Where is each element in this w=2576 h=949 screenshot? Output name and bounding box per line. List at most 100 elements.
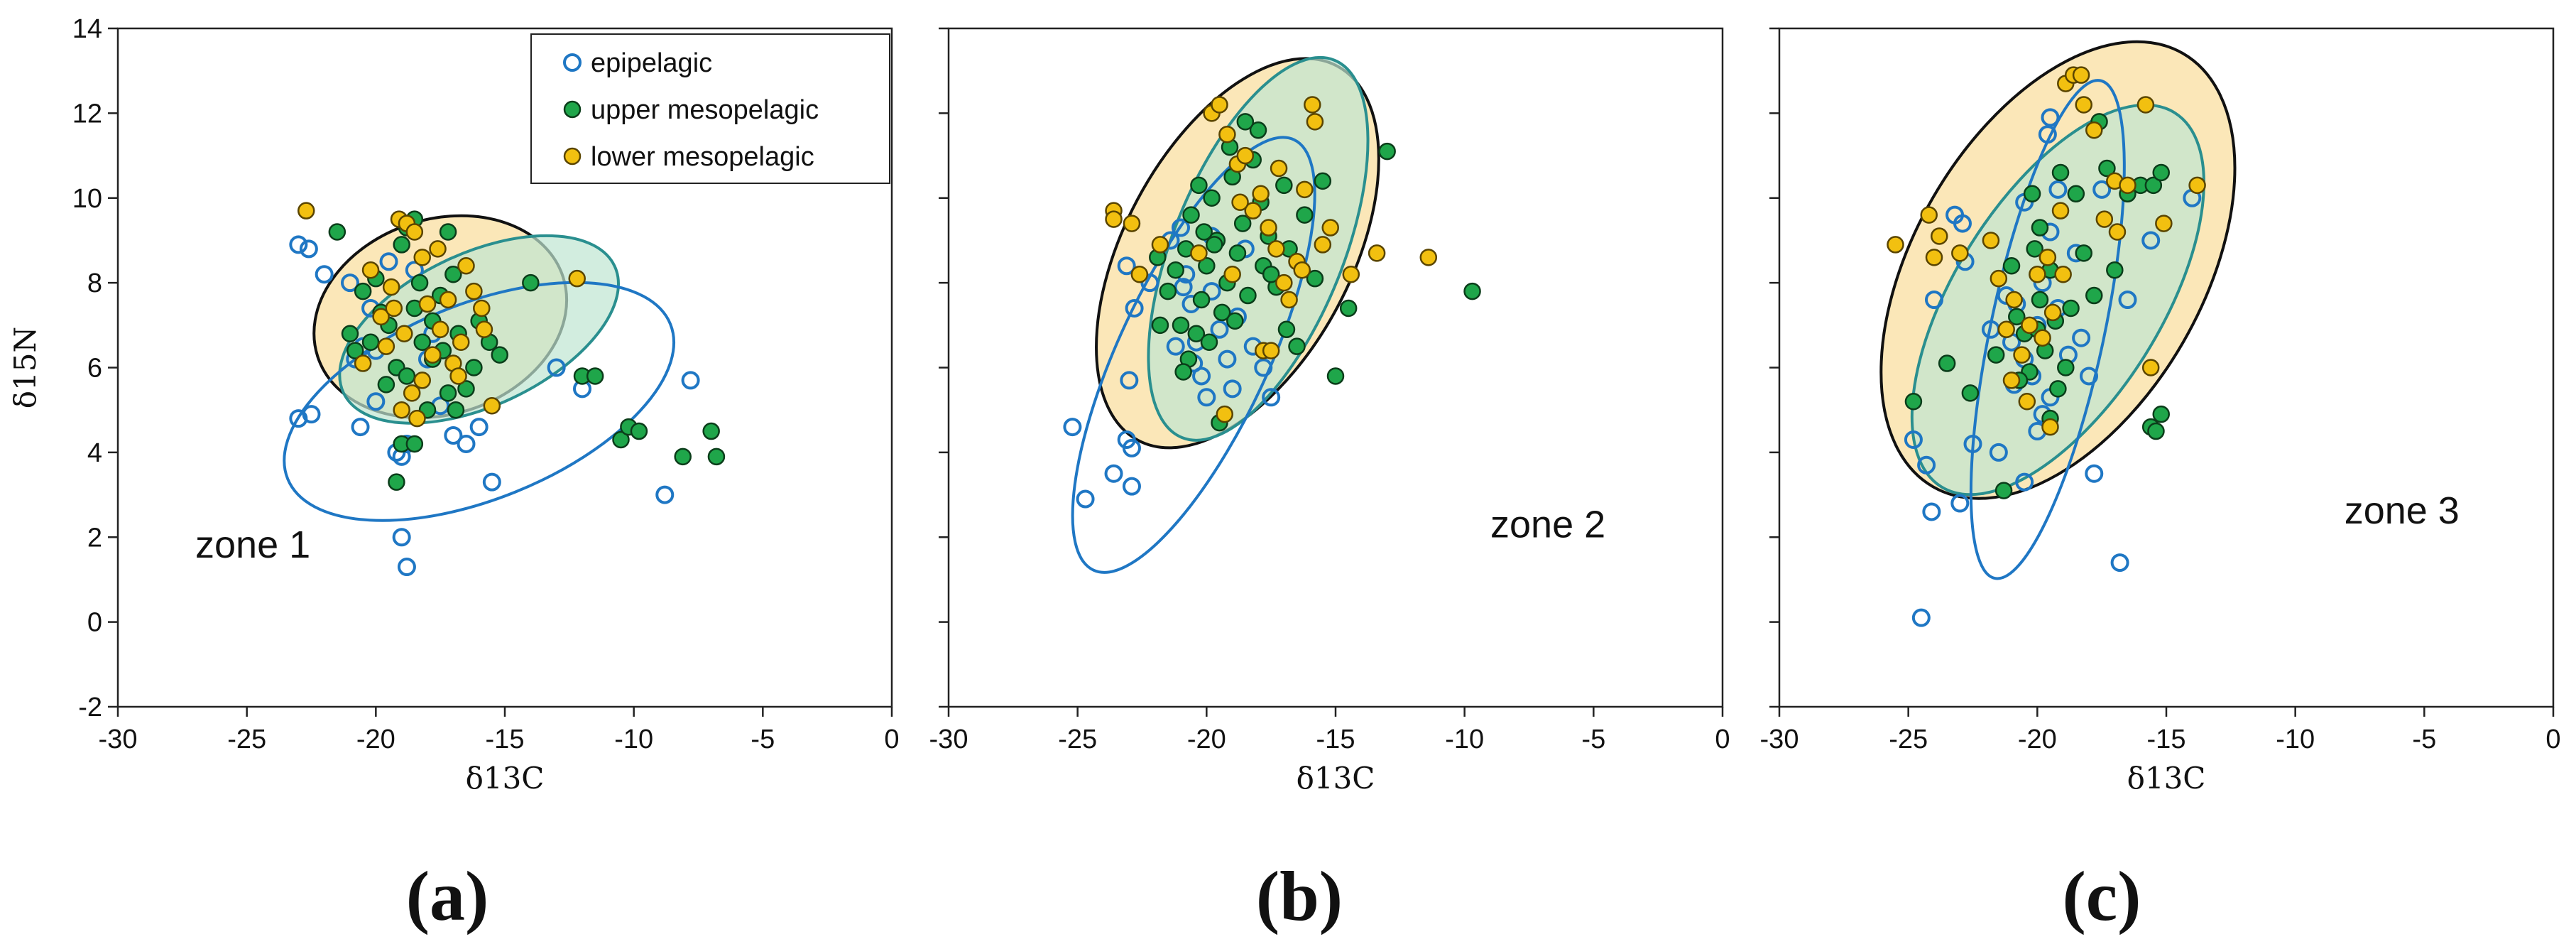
lower-point	[1190, 244, 1208, 262]
upper-point	[1159, 282, 1177, 300]
lower-point	[2141, 359, 2160, 376]
lower-point	[449, 367, 467, 385]
lower-point	[424, 346, 442, 364]
point-group	[289, 202, 726, 577]
lower-point	[1925, 249, 1943, 266]
lower-point	[1280, 291, 1298, 309]
chart-panel-3: -30 -25 -20 -15 -10 -5 0 δ13C zone 3 (c)	[1760, 27, 2561, 936]
lower-point	[385, 299, 403, 318]
upper-point	[2075, 244, 2092, 262]
upper-point	[354, 282, 372, 300]
x-tick-label: 0	[2545, 725, 2560, 754]
panel-label: (c)	[2063, 857, 2141, 936]
upper-point	[393, 236, 410, 254]
upper-point	[1239, 286, 1257, 305]
zone-label: zone 2	[1490, 503, 1605, 546]
x-tick-label: -30	[99, 725, 138, 754]
upper-point	[444, 265, 462, 283]
upper-point	[1904, 393, 1923, 411]
lower-point	[2002, 372, 2021, 389]
x-tick-label: -20	[356, 725, 395, 754]
epi-legend-marker	[563, 53, 582, 72]
epi-point	[1917, 455, 1936, 474]
lower-point	[1314, 236, 1332, 254]
upper-point	[2152, 405, 2170, 423]
epi-point	[1125, 298, 1144, 318]
lower-point	[1304, 96, 1321, 114]
x-axis-label: δ13C	[1297, 761, 1375, 796]
upper-point	[612, 430, 630, 449]
upper-point	[491, 346, 508, 364]
legend-box	[530, 33, 890, 184]
epi-point	[1262, 388, 1281, 407]
epi-point	[2080, 367, 2098, 386]
lower-point	[1270, 159, 1288, 178]
ticks: -30 -25 -20 -15 -10 -5 0	[1760, 27, 2561, 754]
x-tick-label: -25	[1889, 725, 1928, 754]
epi-point	[2072, 328, 2091, 347]
lower-point	[2054, 265, 2072, 283]
y-tick-label: 8	[87, 269, 102, 298]
lower-point	[1321, 219, 1339, 237]
lower-point	[2034, 329, 2051, 347]
upper-point	[1195, 223, 1213, 241]
x-tick-label: -10	[1445, 725, 1484, 754]
lower-point	[1267, 240, 1285, 258]
lower-point	[2005, 291, 2023, 309]
epi-point	[289, 235, 308, 254]
upper-point	[1226, 312, 1244, 330]
upper-point	[1167, 261, 1184, 279]
lower-point	[405, 223, 424, 241]
lower-point	[1342, 265, 1360, 283]
upper-point	[361, 333, 380, 351]
lower-point	[2029, 265, 2046, 283]
epi-point	[341, 273, 359, 293]
epi-point	[1904, 430, 1923, 449]
epi-ellipse	[283, 281, 676, 522]
lower-point	[457, 257, 475, 275]
epi-point	[397, 558, 416, 577]
lower-point	[1260, 219, 1277, 237]
chart-panel-1: -30 -25 -20 -15 -10 -5 0-202468101214δ13Cδ15Nz…	[8, 14, 900, 936]
lower-point	[1211, 96, 1228, 114]
upper-point	[1198, 257, 1216, 275]
upper-point	[2106, 261, 2124, 279]
upper-point	[405, 435, 424, 453]
lower-point	[361, 261, 380, 279]
upper-point	[1275, 176, 1293, 195]
lower-point	[1231, 193, 1249, 211]
upper-point	[1200, 333, 1218, 351]
upper-point	[457, 380, 475, 398]
lower-point	[2085, 121, 2103, 139]
upper-point	[1236, 113, 1255, 131]
epi-point	[1076, 489, 1095, 509]
upper-point	[2031, 219, 2049, 237]
epi-point	[392, 528, 411, 547]
upper-point	[702, 422, 720, 440]
epi-point	[2048, 180, 2068, 199]
upper-point	[2049, 380, 2067, 398]
x-tick-label: -15	[2147, 725, 2186, 754]
upper-point	[522, 273, 540, 292]
epi-point	[379, 252, 398, 271]
y-tick-label: 4	[87, 438, 102, 468]
upper-point	[2085, 286, 2103, 305]
y-tick-label: 10	[72, 184, 102, 214]
point-group	[1063, 96, 1481, 509]
upper-point	[707, 448, 726, 466]
epi-point	[1218, 349, 1237, 369]
epi-point	[1122, 438, 1141, 457]
epi-point	[1945, 205, 1965, 224]
x-tick-label: -5	[751, 725, 775, 754]
epi-point	[1911, 608, 1931, 627]
upper-point	[1463, 282, 1481, 300]
lower-point	[429, 240, 447, 258]
epi-point	[1950, 494, 1970, 513]
x-tick-label: 0	[1715, 725, 1730, 754]
lower-point	[2072, 66, 2090, 84]
x-tick-label: -10	[2276, 725, 2315, 754]
upper-point	[1306, 269, 1324, 288]
x-tick-label: -20	[1187, 725, 1226, 754]
